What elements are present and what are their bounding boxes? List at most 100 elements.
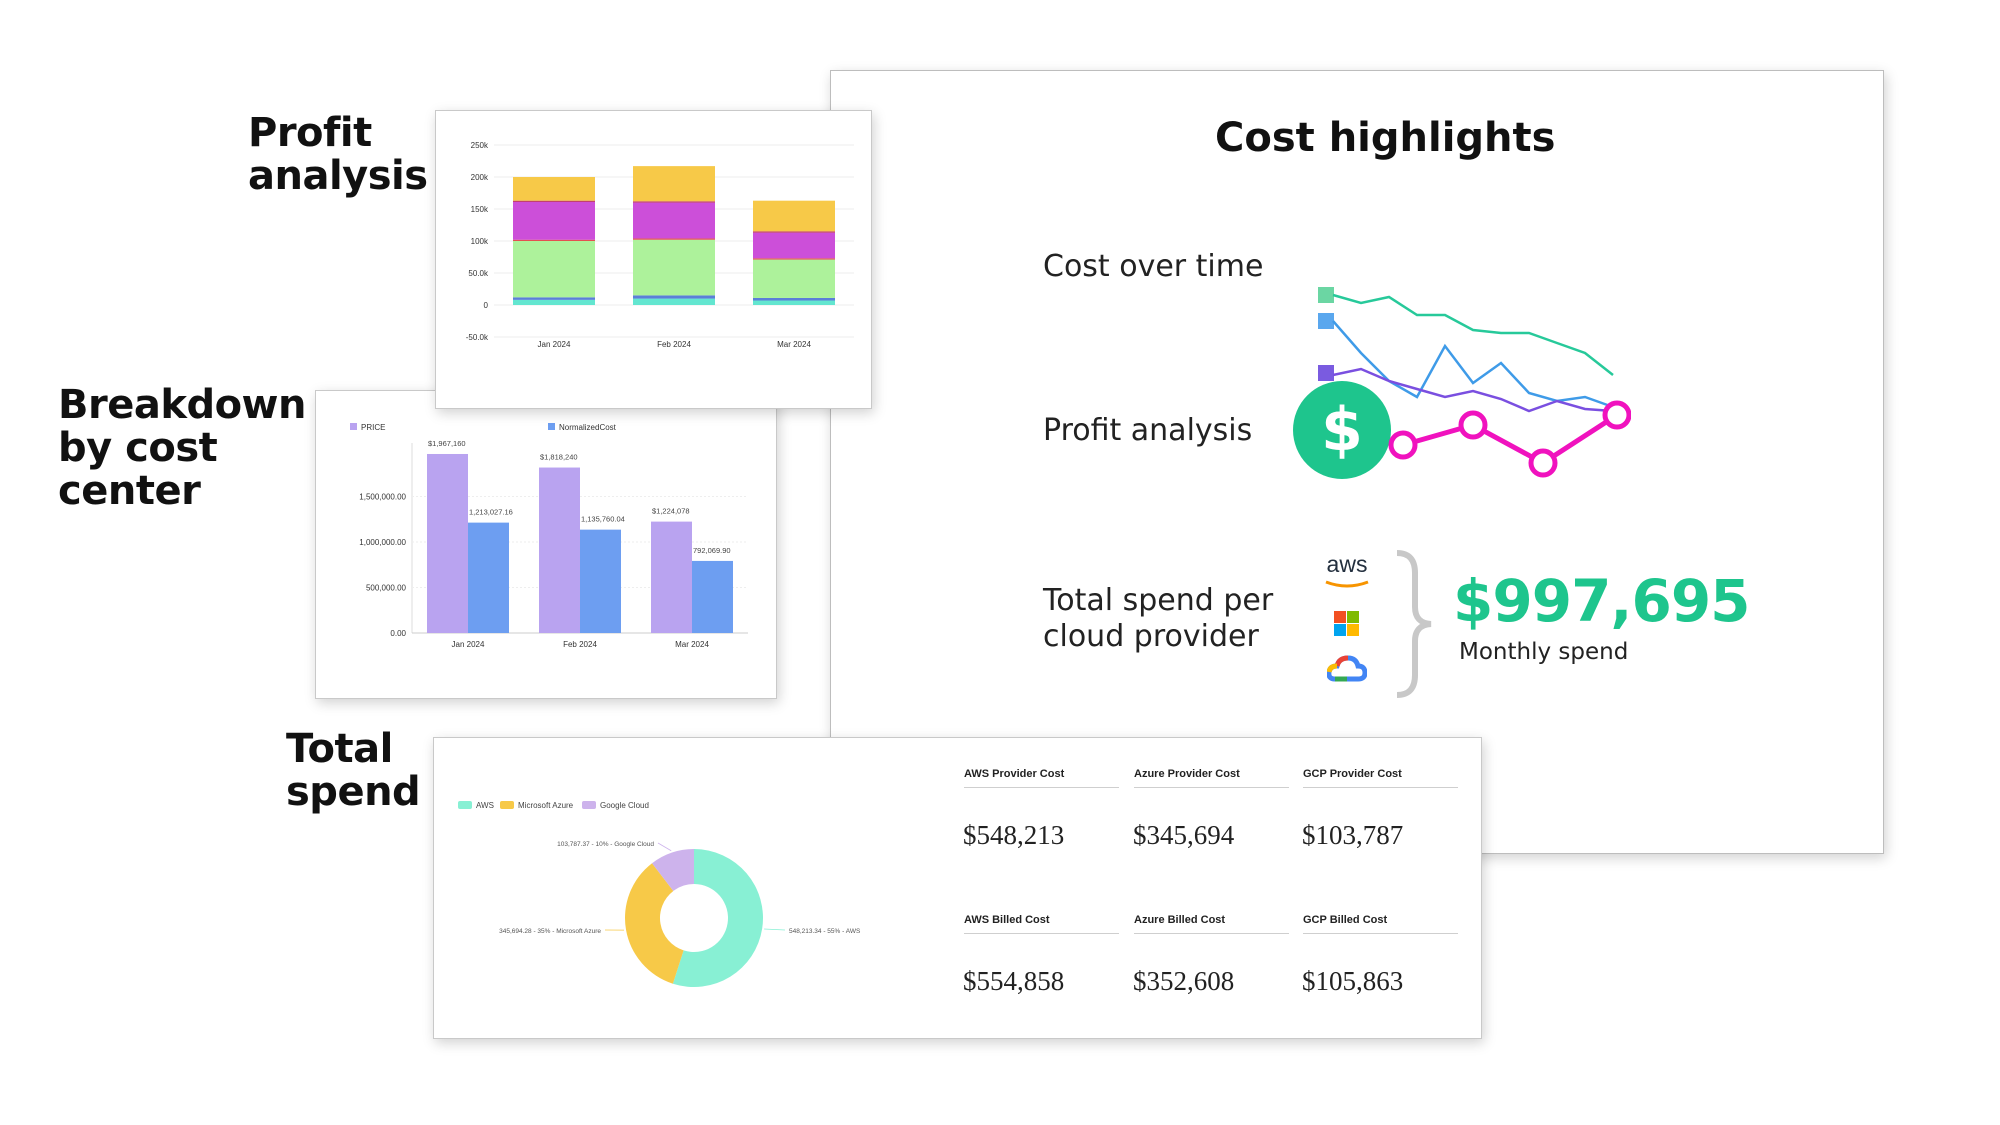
data-label: 1,213,027.16: [469, 508, 513, 517]
stacked-bar-segment: [753, 297, 835, 301]
google-cloud-logo-icon: [1327, 655, 1367, 682]
data-label: $1,224,078: [652, 507, 690, 516]
bar: [580, 529, 621, 633]
y-tick-label: 50.0k: [468, 269, 489, 278]
x-tick-label: Jan 2024: [538, 340, 571, 349]
profit-sparkline: [1388, 400, 1631, 478]
slice-label: 103,787.37 - 10% - Google Cloud: [557, 841, 654, 848]
monthly-spend-label: Monthly spend: [1459, 639, 1629, 665]
bar: [468, 522, 509, 633]
metric-value-azure-billed: $352,608: [1133, 966, 1235, 996]
heading-total-spend: Total spend: [286, 726, 421, 815]
y-tick-label: 1,000,000.00: [359, 538, 406, 547]
cost-line-blue: [1332, 320, 1614, 409]
x-tick-label: Jan 2024: [452, 640, 485, 649]
stacked-bar-segment: [753, 258, 835, 260]
bar: [539, 467, 580, 633]
legend-label: Microsoft Azure: [518, 801, 574, 810]
cost-line-teal: [1332, 293, 1614, 376]
profit-chart-card: 250k 200k 150k 100k 50.0k 0 -50.0k Jan 2024 Feb …: [435, 110, 872, 409]
cost-highlights-title: Cost highlights: [1215, 115, 1556, 161]
data-label: $1,818,240: [540, 453, 578, 462]
profit-analysis-label: Profit analysis: [1043, 413, 1253, 448]
metric-label-aws-provider: AWS Provider Cost: [964, 768, 1119, 788]
aws-logo-text: aws: [1326, 551, 1368, 577]
microsoft-logo-icon: [1334, 611, 1359, 636]
legend-square-blue: [1318, 313, 1334, 329]
stacked-bar-segment: [633, 298, 715, 305]
profit-point: [1528, 448, 1558, 478]
data-label: 792,069.90: [693, 546, 731, 555]
y-tick-label: 250k: [471, 141, 489, 150]
legend-square-purple: [1318, 365, 1334, 381]
profit-point: [1458, 410, 1488, 440]
y-tick-label: 500,000.00: [366, 584, 407, 593]
stacked-bar-segment: [513, 297, 595, 300]
profit-stacked-bar-chart: 250k 200k 150k 100k 50.0k 0 -50.0k Jan 2024 Feb …: [466, 141, 854, 349]
metric-label-aws-billed: AWS Billed Cost: [964, 914, 1119, 934]
y-tick-label: 0.00: [390, 629, 406, 638]
stacked-bar-segment: [513, 241, 595, 298]
stacked-bar-segment: [753, 259, 835, 298]
bar: [692, 560, 733, 633]
legend-label: Google Cloud: [600, 801, 649, 810]
brace-icon: [1396, 550, 1432, 698]
aws-logo-icon: aws: [1317, 553, 1377, 594]
legend-square-green: [1318, 287, 1334, 303]
stacked-bar-segment: [633, 202, 715, 239]
stacked-bar-segment: [633, 239, 715, 296]
stacked-bar-segment: [513, 299, 595, 305]
legend-label: AWS: [476, 801, 494, 810]
metric-value-azure-provider: $345,694: [1133, 820, 1235, 850]
donut-slice: [652, 849, 694, 892]
metric-label-azure-billed: Azure Billed Cost: [1134, 914, 1289, 934]
spend-per-provider-label: Total spend per cloud provider: [1043, 583, 1274, 654]
slice-leader-line: [764, 928, 786, 931]
cost-highlights-card: Cost highlights Cost over time Profit an…: [830, 70, 1884, 854]
slice-label: 548,213.34 - 55% - AWS: [789, 928, 861, 935]
legend-swatch: [458, 801, 472, 809]
legend-swatch: [582, 801, 596, 809]
stacked-bar-segment: [753, 300, 835, 305]
legend-label: PRICE: [361, 423, 385, 432]
y-tick-label: 100k: [471, 237, 489, 246]
total-spend-donut-chart: AWS Microsoft Azure Google Cloud 548,213.34…: [458, 801, 861, 987]
y-tick-label: 200k: [471, 173, 489, 182]
stacked-bar-segment: [633, 295, 715, 299]
bar: [427, 453, 468, 633]
total-spend-card: AWS Microsoft Azure Google Cloud 548,213.34…: [433, 737, 1482, 1039]
metric-value-aws-billed: $554,858: [963, 966, 1065, 996]
legend-swatch: [548, 423, 555, 430]
y-tick-label: 1,500,000.00: [359, 493, 406, 502]
x-tick-label: Feb 2024: [657, 340, 691, 349]
heading-breakdown: Breakdown by cost center: [58, 382, 306, 514]
stacked-bar-segment: [513, 239, 595, 241]
dollar-icon: $: [1293, 381, 1391, 479]
stacked-bar-segment: [633, 238, 715, 240]
metric-value-aws-provider: $548,213: [963, 820, 1065, 850]
y-tick-label: 0: [484, 301, 489, 310]
breakdown-bar-chart: 1,500,000.00 1,000,000.00 500,000.00 0.00 PR…: [350, 423, 748, 649]
stacked-bar-segment: [753, 231, 835, 233]
heading-profit-analysis: Profit analysis: [248, 110, 428, 199]
y-tick-label: 150k: [471, 205, 489, 214]
legend-swatch: [350, 423, 357, 430]
data-label: 1,135,760.04: [581, 515, 625, 524]
legend-label: NormalizedCost: [559, 423, 617, 432]
donut-slice: [625, 863, 684, 984]
metric-value-gcp-billed: $105,863: [1302, 966, 1404, 996]
cost-over-time-label: Cost over time: [1043, 249, 1264, 284]
stacked-bar-segment: [753, 200, 835, 232]
stacked-bar-segment: [633, 166, 715, 202]
donut-slice: [672, 849, 763, 987]
x-tick-label: Mar 2024: [777, 340, 811, 349]
slice-label: 345,694.28 - 35% - Microsoft Azure: [499, 928, 601, 935]
stacked-bar-segment: [633, 201, 715, 203]
stacked-bar-segment: [513, 200, 595, 202]
slice-leader-line: [657, 842, 672, 852]
metric-label-gcp-provider: GCP Provider Cost: [1303, 768, 1458, 788]
stacked-bar-segment: [513, 201, 595, 240]
cost-over-time-chart: [1318, 287, 1614, 413]
total-spend-value: $997,695: [1453, 567, 1751, 635]
x-tick-label: Mar 2024: [675, 640, 709, 649]
